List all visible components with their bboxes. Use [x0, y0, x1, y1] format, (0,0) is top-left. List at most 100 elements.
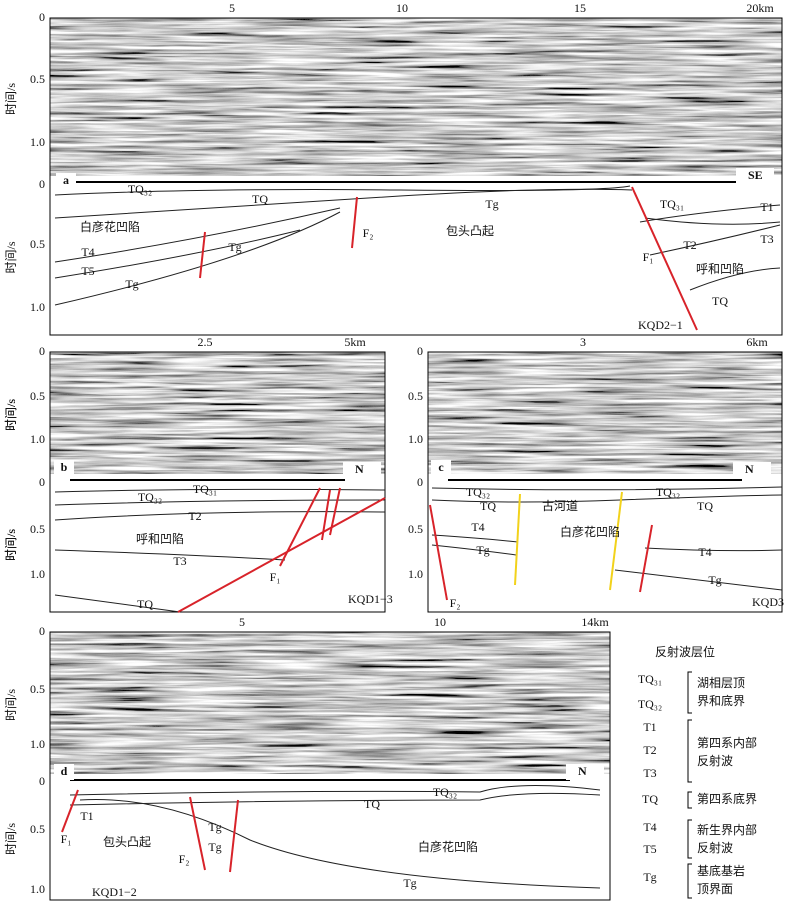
legend-desc: 第四系内部 [697, 735, 757, 750]
legend-key: TQ₃₁ [638, 672, 662, 686]
horizon [54, 211, 781, 306]
horizon-label: 包头凸起 [103, 835, 151, 849]
horizon [431, 486, 783, 491]
fault [351, 196, 358, 249]
fault [639, 524, 653, 593]
y-axis-title: 时间/s [4, 241, 18, 273]
horizon-label: T2 [188, 509, 201, 523]
x-tick-label: 20km [746, 1, 774, 15]
legend-desc: 反射波 [697, 840, 733, 855]
horizon-label: T1 [80, 809, 93, 823]
legend-key: T3 [643, 766, 656, 780]
y-axis-title: 时间/s [4, 529, 18, 561]
horizon [614, 569, 783, 591]
y-tick-label: 0.5 [30, 522, 45, 536]
direction-box [343, 462, 381, 478]
y-axis-title: 时间/s [4, 399, 18, 431]
horizon-label: T4 [471, 520, 484, 534]
label-box [431, 460, 451, 476]
horizon-label: TQ₃₂ [433, 785, 457, 799]
legend-key: T4 [643, 820, 656, 834]
y-axis-title: 时间/s [4, 83, 18, 115]
horizon-label: TQ₃₂ [138, 490, 162, 504]
horizon-label: Tg [708, 573, 721, 587]
frame [49, 351, 386, 613]
horizon-label: TQ [712, 294, 728, 308]
horizon-label: F₁ [643, 250, 654, 264]
panel-letter: b [61, 460, 68, 474]
legend-key: TQ₃₂ [638, 697, 662, 711]
frame [427, 351, 783, 613]
horizon-label: Tg [228, 240, 241, 254]
horizon-label: TQ [364, 797, 380, 811]
horizon-label: T5 [81, 264, 94, 278]
horizon-label: 古河道 [542, 498, 578, 513]
legend-bracket [687, 863, 692, 899]
horizon [54, 229, 301, 279]
fault [279, 487, 321, 567]
x-tick-label: 5 [229, 1, 235, 15]
y-tick-label: 0 [417, 344, 423, 358]
horizon-label: 白彦花凹陷 [560, 524, 620, 539]
legend-bracket [687, 819, 692, 859]
horizon-label: T3 [760, 232, 773, 246]
legend-bracket [687, 719, 692, 783]
x-tick-label: 6km [746, 335, 768, 349]
fault [61, 789, 79, 833]
fault [609, 491, 623, 591]
frame [49, 631, 611, 901]
fault [177, 497, 386, 613]
horizon-label: Tg [403, 876, 416, 890]
profile-name: KQD1−2 [92, 885, 137, 899]
horizon-label: Tg [125, 277, 138, 291]
panels: a SE KQD2−1 5 10 15 20km 0 0.5 1.0 0 0.5 1.0 时间/s 时间/s… [4, 1, 784, 901]
horizon-label: TQ [137, 597, 153, 611]
legend-key: T1 [643, 720, 656, 734]
y-tick-label: 0 [39, 774, 45, 788]
y-tick-label: 1.0 [30, 737, 45, 751]
horizon-label: TQ₃₂ [128, 182, 152, 196]
x-tick-label: 5km [344, 335, 366, 349]
horizon [644, 217, 781, 225]
horizon-label: T1 [760, 200, 773, 214]
y-tick-label: 1.0 [408, 432, 423, 446]
direction-box [566, 764, 604, 780]
horizon-label: F₁ [61, 832, 72, 846]
horizon-label: T4 [698, 545, 711, 559]
horizon-label: T3 [173, 554, 186, 568]
profile-name: KQD2−1 [638, 318, 683, 332]
x-tick-label: 3 [580, 335, 586, 349]
x-tick-label: 10 [434, 615, 446, 629]
direction: N [355, 462, 364, 476]
y-tick-label: 0.5 [408, 389, 423, 403]
label-box [56, 173, 76, 189]
fault [199, 231, 206, 279]
legend-title: 反射波层位 [655, 644, 715, 659]
horizon-label: F₂ [450, 596, 461, 610]
panel-letter: d [61, 764, 68, 778]
horizon-label: TQ₃₁ [660, 197, 684, 211]
horizon-label: T2 [683, 238, 696, 252]
x-tick-label: 10 [396, 1, 408, 15]
horizon-label: TQ₃₂ [656, 485, 680, 499]
y-tick-label: 0 [39, 475, 45, 489]
x-tick-label: 14km [581, 615, 609, 629]
horizon [54, 188, 781, 223]
x-tick-label: 5 [239, 615, 245, 629]
horizon-label: 包头凸起 [446, 224, 494, 238]
direction-box [733, 462, 771, 478]
y-tick-label: 0.5 [30, 72, 45, 86]
fault [229, 799, 239, 873]
horizon [431, 534, 519, 543]
fault [429, 504, 448, 601]
y-tick-label: 1.0 [30, 432, 45, 446]
horizon-label: 呼和凹陷 [696, 261, 744, 276]
direction: N [745, 462, 754, 476]
y-tick-label: 0.5 [408, 522, 423, 536]
fault [189, 796, 206, 871]
seismic-image [428, 352, 782, 474]
y-axis-title: 时间/s [4, 689, 18, 721]
horizon [54, 549, 286, 561]
y-tick-label: 0 [39, 177, 45, 191]
seismic-image [50, 352, 385, 474]
